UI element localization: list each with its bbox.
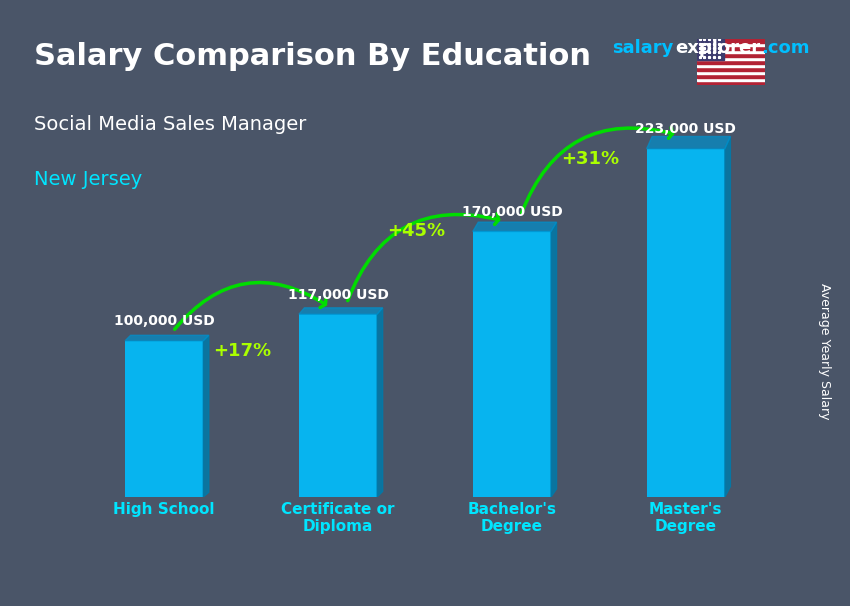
Polygon shape bbox=[725, 136, 730, 497]
Bar bbox=[697, 75, 765, 78]
Bar bbox=[697, 39, 724, 61]
Text: New Jersey: New Jersey bbox=[34, 170, 142, 188]
Polygon shape bbox=[299, 308, 382, 314]
Bar bbox=[473, 231, 551, 497]
Text: Average Yearly Salary: Average Yearly Salary bbox=[818, 283, 831, 420]
Text: .com: .com bbox=[761, 39, 809, 58]
Text: +45%: +45% bbox=[388, 222, 445, 241]
Polygon shape bbox=[125, 335, 209, 341]
Bar bbox=[299, 314, 377, 497]
Text: 223,000 USD: 223,000 USD bbox=[635, 122, 736, 136]
Text: +31%: +31% bbox=[561, 150, 620, 168]
Bar bbox=[125, 341, 203, 497]
Bar bbox=[697, 57, 765, 61]
Text: 117,000 USD: 117,000 USD bbox=[287, 288, 388, 302]
Bar bbox=[697, 78, 765, 81]
Polygon shape bbox=[473, 222, 557, 231]
Text: salary: salary bbox=[612, 39, 673, 58]
Polygon shape bbox=[377, 308, 382, 497]
Bar bbox=[697, 71, 765, 75]
Bar bbox=[697, 43, 765, 47]
Polygon shape bbox=[551, 222, 557, 497]
Polygon shape bbox=[203, 335, 209, 497]
Text: +17%: +17% bbox=[213, 342, 271, 360]
Text: 170,000 USD: 170,000 USD bbox=[462, 205, 563, 219]
Bar bbox=[697, 50, 765, 53]
Text: Social Media Sales Manager: Social Media Sales Manager bbox=[34, 115, 306, 134]
Bar bbox=[647, 148, 725, 497]
Text: 100,000 USD: 100,000 USD bbox=[114, 315, 214, 328]
Bar bbox=[697, 67, 765, 71]
Bar bbox=[697, 53, 765, 57]
Bar bbox=[697, 61, 765, 64]
Polygon shape bbox=[647, 136, 730, 148]
Bar bbox=[697, 81, 765, 85]
Bar bbox=[697, 47, 765, 50]
Text: Salary Comparison By Education: Salary Comparison By Education bbox=[34, 42, 591, 72]
Bar bbox=[697, 64, 765, 67]
Text: explorer: explorer bbox=[676, 39, 761, 58]
Bar bbox=[697, 39, 765, 43]
